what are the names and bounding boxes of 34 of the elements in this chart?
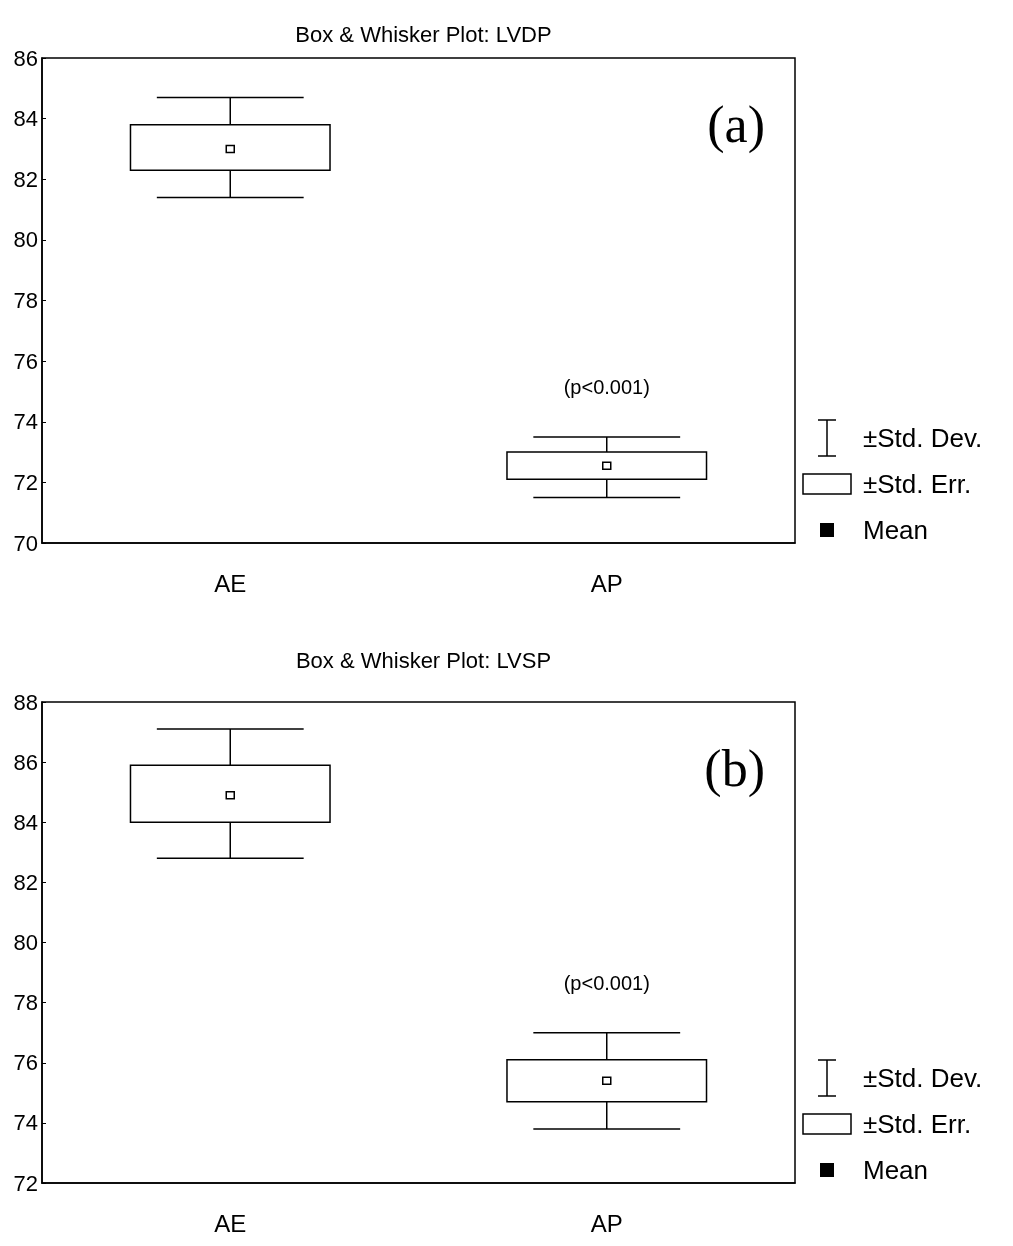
y-tick-label: 86	[13, 749, 38, 775]
y-tick-label: 74	[13, 409, 38, 435]
chart-title: Box & Whisker Plot: LVSP	[295, 647, 552, 673]
y-tick-label: 80	[13, 227, 38, 253]
y-tick-label: 84	[13, 809, 38, 835]
y-tick-label: 74	[13, 1110, 38, 1136]
annotation: (b)	[704, 739, 766, 798]
y-tick-label: 88	[13, 689, 38, 715]
y-tick-label: 82	[13, 166, 38, 192]
y-tick-label: 70	[13, 530, 38, 556]
y-tick-label: 82	[13, 869, 38, 895]
annotation: (a)	[707, 95, 766, 154]
y-tick-label: 76	[13, 348, 38, 374]
y-tick-label: 84	[13, 106, 38, 132]
y-tick-label: 72	[13, 469, 38, 495]
x-tick-label: AP	[590, 569, 623, 597]
y-tick-label: 86	[13, 45, 38, 71]
y-tick-label: 72	[13, 1170, 38, 1196]
y-tick-label: 78	[13, 990, 38, 1016]
annotation: (p<0.001)	[563, 375, 650, 398]
x-tick-label: AP	[590, 1209, 623, 1237]
chart-title: Box & Whisker Plot: LVDP	[295, 21, 552, 47]
y-tick-label: 76	[13, 1050, 38, 1076]
text: ±Std. Err.	[863, 1108, 972, 1140]
text: Mean	[863, 1154, 929, 1186]
text: ±Std. Err.	[863, 468, 972, 500]
text: ±Std. Dev.	[863, 422, 983, 454]
annotation: (p<0.001)	[563, 971, 650, 994]
text: ±Std. Dev.	[863, 1062, 983, 1094]
y-tick-label: 78	[13, 288, 38, 313]
text: Mean	[863, 514, 929, 546]
x-tick-label: AE	[214, 569, 247, 597]
y-tick-label: 80	[13, 930, 38, 955]
x-tick-label: AE	[214, 1209, 247, 1237]
